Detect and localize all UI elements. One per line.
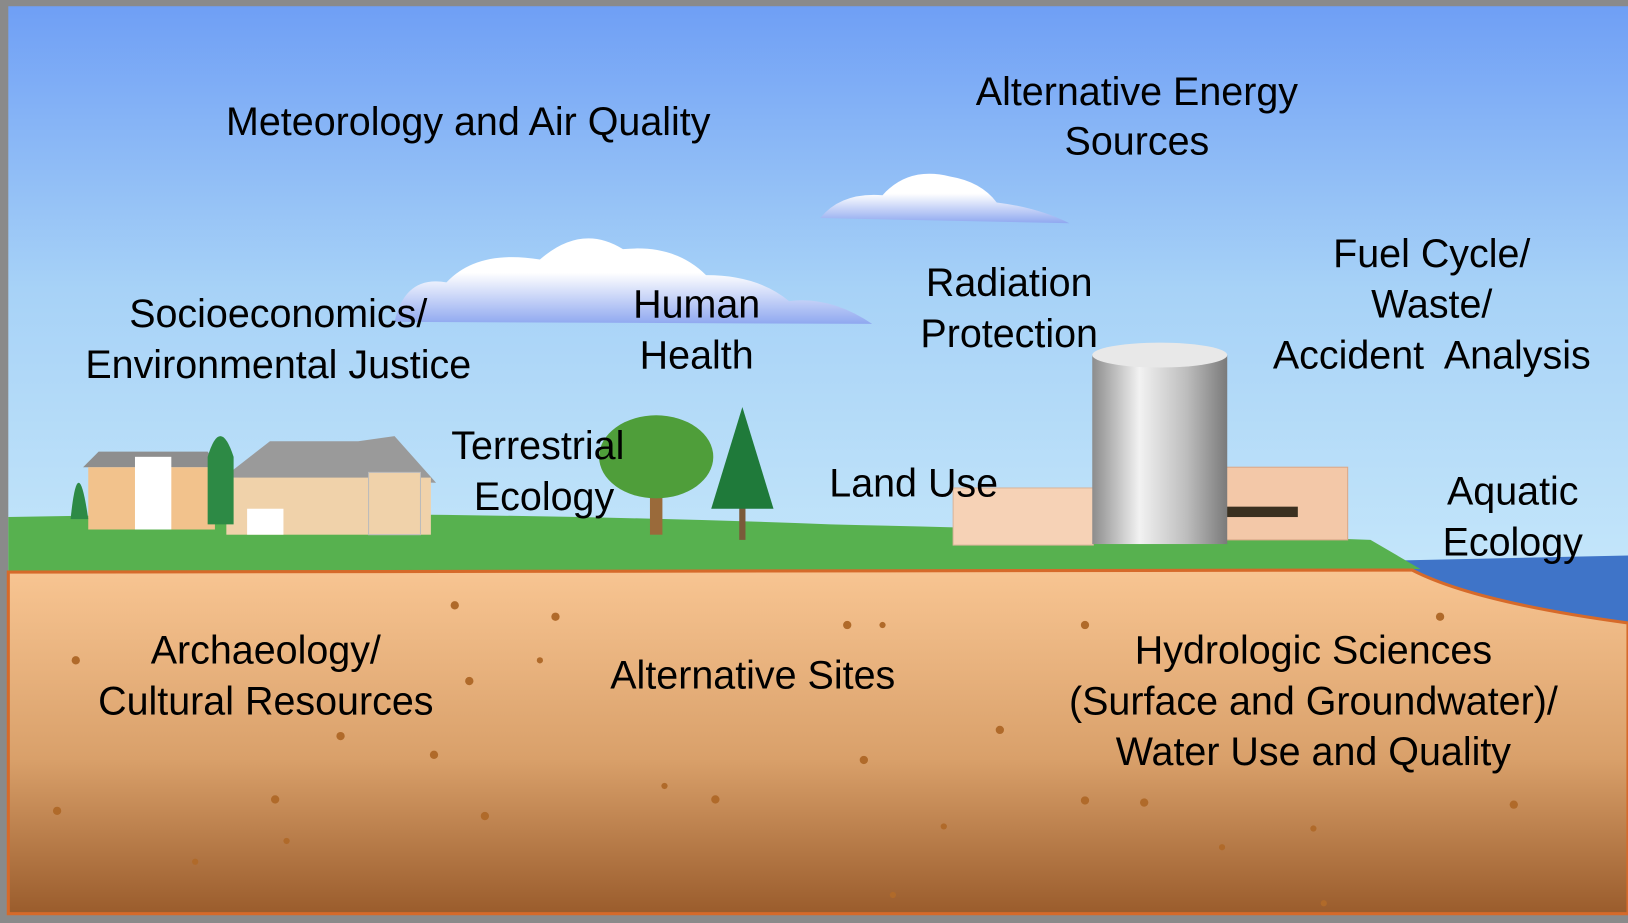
label: Water Use and Quality bbox=[1116, 730, 1512, 774]
label: Hydrologic Sciences bbox=[1135, 628, 1492, 672]
label: Alternative Sites bbox=[610, 653, 895, 697]
label: Terrestrial bbox=[451, 424, 624, 468]
label: Sources bbox=[1065, 120, 1210, 164]
label: (Surface and Groundwater)/ bbox=[1069, 679, 1558, 723]
label: Waste/ bbox=[1371, 283, 1492, 327]
label: Socioeconomics/ bbox=[129, 292, 427, 336]
label: Archaeology/ bbox=[151, 628, 381, 672]
label: Alternative Energy bbox=[976, 70, 1299, 114]
label: Aquatic bbox=[1447, 470, 1579, 514]
label: Environmental Justice bbox=[85, 343, 471, 387]
page: Meteorology and Air Quality Alternative … bbox=[0, 0, 1628, 923]
label: Ecology bbox=[1443, 521, 1584, 565]
label: Meteorology and Air Quality bbox=[226, 100, 711, 144]
label: Fuel Cycle/ bbox=[1333, 232, 1530, 276]
label: Human bbox=[633, 283, 760, 327]
scene: Meteorology and Air Quality Alternative … bbox=[0, 0, 1628, 923]
label: Cultural Resources bbox=[98, 679, 433, 723]
label: Protection bbox=[920, 312, 1098, 356]
label: Health bbox=[640, 334, 754, 378]
label: Radiation bbox=[926, 261, 1093, 305]
label: Land Use bbox=[829, 461, 998, 505]
label: Ecology bbox=[474, 475, 615, 519]
label: Accident Analysis bbox=[1273, 334, 1591, 378]
